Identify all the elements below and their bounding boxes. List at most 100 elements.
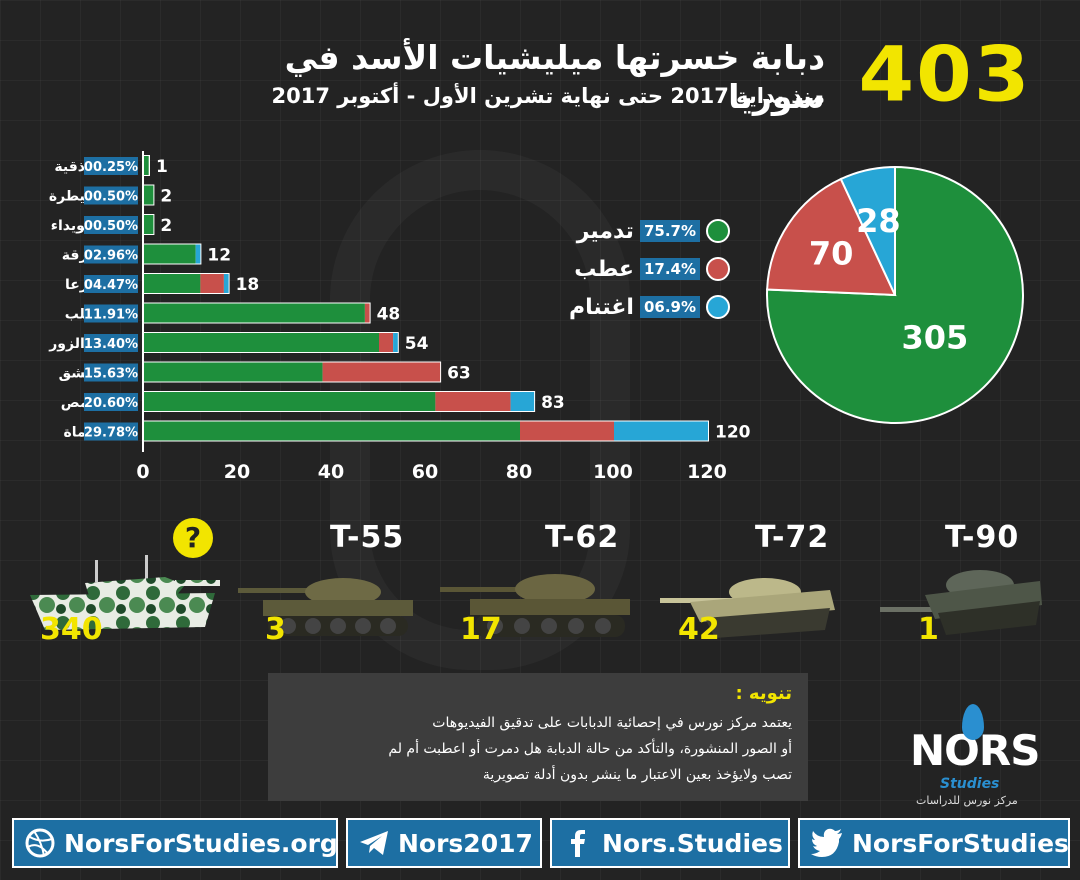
bar-total-label: 83 <box>541 393 565 413</box>
x-tick-label: 20 <box>224 461 250 483</box>
bar-segment-captured <box>393 333 398 352</box>
facebook-icon <box>562 826 594 860</box>
pct-label: 15.63% <box>84 367 138 382</box>
bar-total-label: 1 <box>156 157 168 177</box>
pie-slice-label: 28 <box>856 202 901 240</box>
tank-t62-icon <box>440 574 630 637</box>
nors-logo: NORS Studies مركز نورس للدراسات <box>900 700 1060 810</box>
note-line: يعتمد مركز نورس في إحصائية الدبابات على … <box>432 715 792 731</box>
telegram-icon <box>358 826 390 860</box>
x-tick-label: 40 <box>318 461 344 483</box>
legend-item-destroyed: تدمير 75.7% <box>560 212 730 250</box>
legend-label: تدمير <box>576 218 634 244</box>
pct-label: 00.50% <box>84 190 138 205</box>
social-label: Nors.Studies <box>602 828 783 858</box>
bar-total-label: 18 <box>236 275 260 295</box>
bar-total-label: 12 <box>207 246 231 266</box>
tank-t55-icon <box>238 578 413 636</box>
social-bar: NorsForStudies.org Nors2017 Nors.Studies… <box>0 818 1080 868</box>
unknown-model-badge: ? <box>173 518 213 558</box>
pct-label: 02.96% <box>84 249 138 264</box>
bar-segment-damaged <box>520 421 614 441</box>
pct-badge <box>84 216 138 234</box>
bar-total-label: 63 <box>447 364 471 384</box>
legend-swatch-icon <box>706 295 730 319</box>
note-box: تنويه : يعتمد مركز نورس في إحصائية الدبا… <box>268 673 808 801</box>
pct-badge <box>84 393 138 411</box>
pie-slice-captured <box>839 165 896 296</box>
pct-label: 29.78% <box>84 426 138 441</box>
note-line: تصب ولايؤخذ بعين الاعتبار ما ينشر بدون أ… <box>482 767 792 783</box>
pct-label: 00.50% <box>84 219 138 234</box>
bar-segment-destroyed <box>144 333 379 352</box>
bar-segment-destroyed <box>144 392 436 411</box>
bar-total-label: 54 <box>405 334 429 354</box>
bar-segment-damaged <box>200 274 224 293</box>
logo-arabic: مركز نورس للدراسات <box>916 794 1018 807</box>
legend-pct: 06.9% <box>639 296 700 318</box>
legend-item-captured: اغتنام 06.9% <box>560 288 730 326</box>
pct-badge <box>84 245 138 264</box>
pct-label: 00.25% <box>84 160 138 175</box>
pct-badge <box>84 304 138 323</box>
legend-pct: 75.7% <box>639 220 700 242</box>
bar-total-label: 48 <box>377 305 401 325</box>
pie-slice-label: 70 <box>809 234 854 272</box>
pct-badge <box>84 363 138 382</box>
bar-segment-damaged <box>364 303 370 323</box>
bar-segment-destroyed <box>144 362 323 382</box>
tank-name-t72: T-72 <box>755 520 830 555</box>
social-website[interactable]: NorsForStudies.org <box>12 818 338 868</box>
legend-item-damaged: عطب 17.4% <box>560 250 730 288</box>
pct-badge <box>84 422 138 441</box>
bar-segment-damaged <box>379 333 394 352</box>
pct-label: 04.47% <box>84 278 138 293</box>
bar-segment-captured <box>614 421 708 441</box>
tank-t72-icon <box>660 578 835 638</box>
twitter-icon <box>810 826 844 860</box>
legend: تدمير 75.7% عطب 17.4% اغتنام 06.9% <box>560 212 730 326</box>
pie-slice-damaged <box>766 177 897 297</box>
bar-segment-destroyed <box>144 421 520 441</box>
bar-total-label: 120 <box>715 423 751 443</box>
x-tick-label: 60 <box>412 461 438 483</box>
tank-count-t62: 17 <box>460 612 502 647</box>
pct-badge <box>84 334 138 352</box>
tank-camo-icon <box>30 555 220 630</box>
legend-swatch-icon <box>706 219 730 243</box>
social-twitter[interactable]: NorsForStudies <box>798 818 1070 868</box>
bar-segment-destroyed <box>144 185 154 205</box>
bar-segment-destroyed <box>144 303 365 323</box>
bar-segment-destroyed <box>144 215 154 234</box>
bar-segment-captured <box>223 274 229 293</box>
bar-total-label: 2 <box>160 187 172 207</box>
bar-segment-captured <box>510 392 535 411</box>
tank-count-unknown: 340 <box>40 612 103 647</box>
pie-slice-label: 305 <box>901 319 968 357</box>
x-tick-label: 120 <box>687 461 727 483</box>
pct-badge <box>84 157 138 175</box>
social-label: Nors2017 <box>398 828 533 858</box>
social-label: NorsForStudies <box>852 828 1069 858</box>
water-drop-icon <box>962 704 984 740</box>
note-line: أو الصور المنشورة، والتأكد من حالة الدبا… <box>388 741 792 757</box>
legend-label: اغتنام <box>569 294 634 320</box>
page-title: دبابة خسرتها ميليشيات الأسد في سوريا <box>284 38 825 116</box>
tank-count-t72: 42 <box>678 612 720 647</box>
legend-pct: 17.4% <box>639 258 700 280</box>
page-subtitle: منذ بداية 2017 حتى نهاية تشرين الأول - أ… <box>271 84 826 108</box>
social-facebook[interactable]: Nors.Studies <box>550 818 790 868</box>
tank-count-t90: 1 <box>918 612 939 647</box>
social-telegram[interactable]: Nors2017 <box>346 818 542 868</box>
tank-t90-icon <box>880 570 1042 635</box>
